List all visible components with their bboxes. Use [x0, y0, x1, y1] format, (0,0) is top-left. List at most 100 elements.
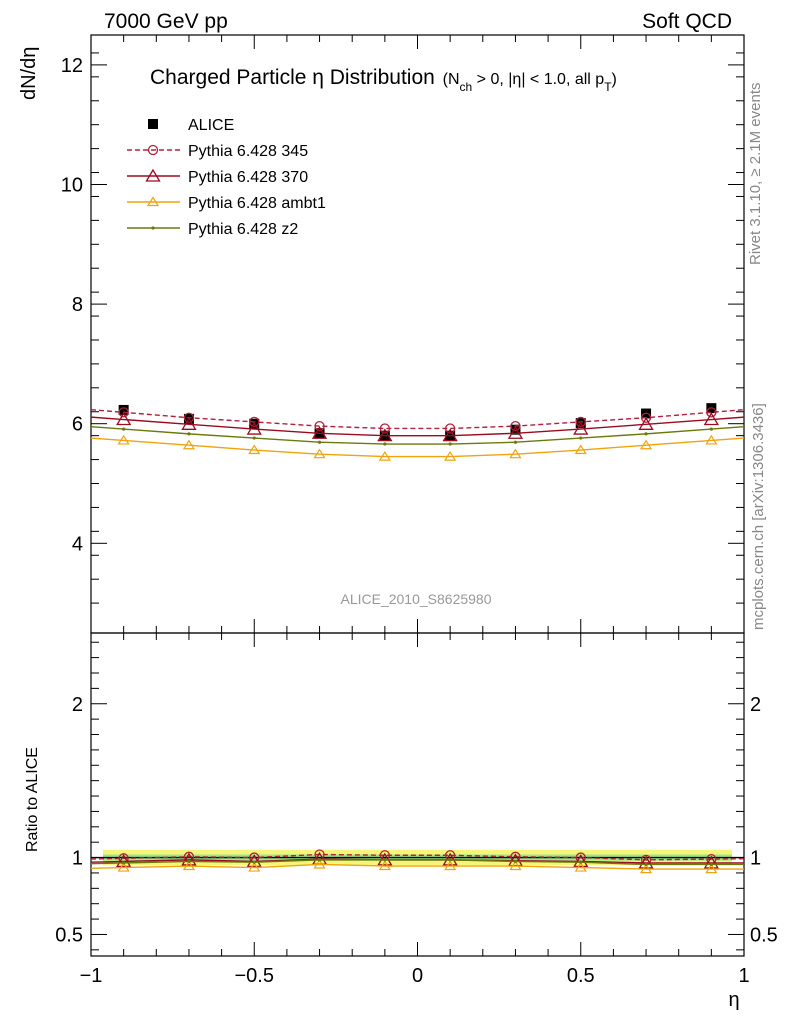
main-series-1-marker-5 — [444, 423, 456, 434]
main-series-0-marker-6 — [510, 424, 521, 435]
main-series-4-line — [90, 425, 745, 445]
ratio-series-2-marker-2 — [248, 861, 261, 872]
main-series-3-marker-8 — [639, 439, 653, 450]
main-series-2-marker-0 — [116, 412, 132, 426]
ratio-series-2-marker-9 — [705, 863, 718, 874]
title-qualifier-sub1: ch — [460, 80, 473, 94]
main-series-2-marker-4 — [377, 428, 393, 442]
main-ytick-label: 6 — [72, 414, 83, 436]
ratio-series-3-marker-2 — [252, 860, 256, 864]
main-series-3-marker-2 — [248, 444, 261, 455]
ratio-series-3-marker-8 — [644, 862, 648, 867]
ratio-series-2-marker-5 — [444, 860, 457, 871]
x-tick-label: −0.5 — [235, 965, 274, 987]
title-qualifier-prefix: (N — [443, 71, 460, 88]
legend-label-3: Pythia 6.428 ambt1 — [188, 195, 326, 212]
main-series-1-marker-2 — [249, 416, 260, 428]
main-series-3-marker-4 — [378, 450, 391, 461]
ratio-ytick-label: 2 — [72, 694, 83, 716]
ratio-series-2-marker-6 — [509, 860, 522, 871]
ratio-series-2-marker-8 — [639, 863, 653, 874]
title-qualifier-sub2: T — [604, 80, 612, 94]
ratio-ytick-label: 1 — [72, 848, 83, 870]
main-series-4-marker-5 — [448, 442, 452, 446]
ratio-series-1-marker-7 — [573, 854, 589, 868]
ratio-series-3-marker-3 — [317, 858, 322, 862]
main-series-1-marker-0 — [118, 407, 129, 418]
main-series-2-marker-2 — [246, 421, 262, 435]
header-right: Soft QCD — [642, 10, 732, 33]
main-series-4-marker-9 — [709, 427, 713, 431]
main-series-2-marker-8 — [638, 417, 654, 430]
main-series-0-marker-0 — [118, 404, 129, 415]
ratio-series-2-marker-4 — [378, 860, 391, 871]
ratio-series-2-marker-7 — [574, 861, 587, 872]
legend-0-marker-0 — [148, 119, 158, 129]
ratio-series-3-line — [90, 859, 744, 866]
main-series-2-marker-9 — [703, 412, 719, 426]
main-series-3-marker-1 — [182, 439, 196, 450]
ratio-ylabel: Ratio to ALICE — [24, 747, 41, 852]
ratio-series-3-marker-9 — [709, 862, 713, 867]
main-series-1-marker-7 — [575, 416, 586, 428]
ratio-series-2-marker-0 — [117, 861, 130, 872]
main-series-3-line — [90, 437, 745, 458]
main-ylabel: dN/dη — [18, 47, 40, 100]
main-series-3-marker-7 — [574, 444, 587, 455]
title-qualifier-suffix: ) — [612, 71, 617, 88]
main-plot: 4 6 8 10 12 — [61, 34, 745, 634]
x-tick-label: 1 — [738, 965, 749, 987]
title-qualifier-middle: > 0, |η| < 1.0, all p — [472, 71, 604, 88]
main-series-1-marker-3 — [314, 420, 325, 432]
main-series-4-marker-4 — [383, 442, 387, 446]
main-series-4-marker-7 — [579, 436, 583, 440]
main-ytick-label: 4 — [72, 533, 83, 555]
main-series-4-marker-0 — [122, 427, 126, 431]
main-series-4-marker-3 — [317, 440, 322, 444]
ratio-series-3-marker-1 — [187, 859, 191, 864]
legend-3-marker-0 — [146, 196, 160, 207]
main-ytick-label: 12 — [61, 55, 83, 77]
ratio-ytick-label: 0.5 — [55, 924, 83, 946]
main-series-1-marker-8 — [640, 412, 652, 423]
main-series-4-marker-2 — [252, 436, 256, 440]
legend-label-2: Pythia 6.428 370 — [188, 169, 308, 186]
main-series-2-marker-3 — [311, 425, 328, 439]
main-series-2-marker-1 — [181, 417, 197, 430]
main-series-2-marker-6 — [507, 425, 524, 439]
legend-4-marker-0 — [151, 226, 155, 230]
ratio-frame — [90, 632, 745, 957]
main-series-1-marker-9 — [706, 407, 717, 418]
legend-1-marker-0 — [147, 144, 159, 156]
ratio-series-1-marker-9 — [703, 855, 719, 869]
ratio-series-3-marker-0 — [122, 861, 126, 865]
ratio-series-2-marker-1 — [182, 860, 196, 871]
main-series-3-marker-3 — [313, 448, 326, 459]
legend-label-4: Pythia 6.428 z2 — [188, 221, 298, 238]
rivet-label: Rivet 3.1.10, ≥ 2.1M events — [747, 83, 764, 266]
main-series-3-marker-9 — [705, 434, 718, 445]
x-tick-label: 0.5 — [567, 965, 595, 987]
ratio-series-3-marker-6 — [513, 859, 518, 864]
main-series-3-marker-0 — [117, 434, 130, 445]
main-series-1-marker-6 — [510, 420, 521, 432]
main-series-4-marker-6 — [513, 440, 518, 444]
ratio-series-2-marker-3 — [313, 858, 326, 869]
ratio-series-1-marker-0 — [116, 854, 132, 868]
main-series-4-marker-1 — [187, 432, 191, 436]
ratio-series-2-line — [90, 863, 744, 870]
legend-label-1: Pythia 6.428 345 — [188, 143, 308, 160]
x-tick-label: 0 — [412, 965, 423, 987]
ratio-ytick-label-right: 2 — [750, 694, 761, 716]
main-ytick-label: 10 — [61, 175, 83, 197]
ratio-series-3-marker-5 — [448, 858, 452, 862]
main-series-2-line — [90, 416, 745, 437]
ratio-series-1-marker-1 — [181, 852, 197, 866]
legend: ALICE Pythia 6.428 345 Pythia 6.428 370 Pyt… — [127, 117, 326, 238]
legend-2-marker-0 — [145, 168, 161, 182]
main-series-2-marker-5 — [442, 428, 458, 442]
analysis-watermark: ALICE_2010_S8625980 — [340, 591, 491, 607]
main-title: Charged Particle η Distribution (Nch > 0… — [150, 66, 617, 94]
